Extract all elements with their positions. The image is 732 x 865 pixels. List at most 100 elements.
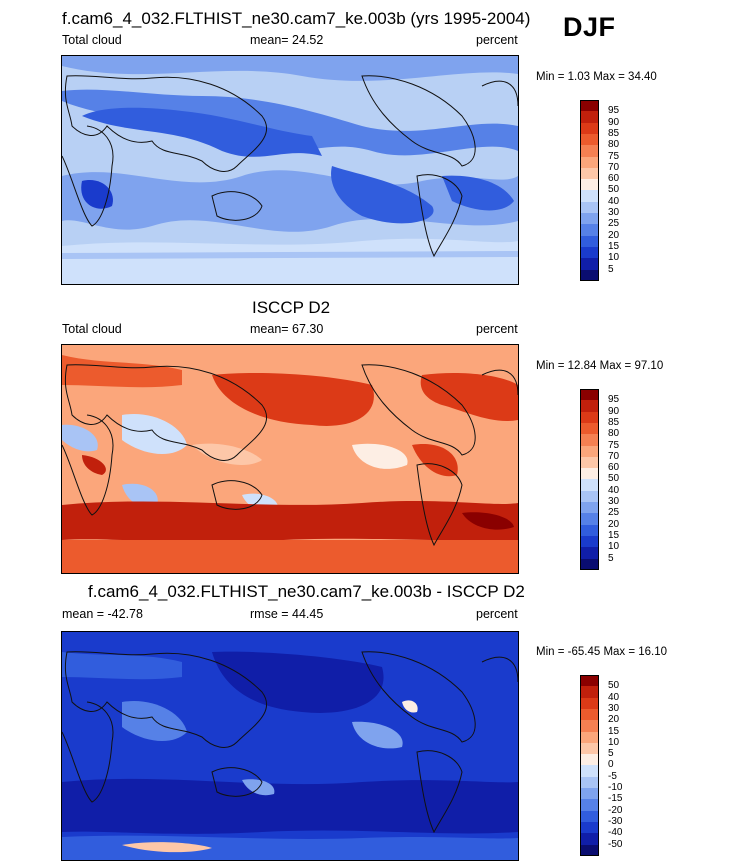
colorbar-swatch bbox=[580, 765, 599, 778]
panel2-band-southern bbox=[62, 501, 518, 543]
panel3-blob-nam bbox=[402, 700, 418, 713]
panel2-blob-safrica bbox=[122, 483, 158, 507]
panel3-band-arctic bbox=[62, 652, 182, 680]
colorbar-tick-label: 60 bbox=[608, 173, 620, 185]
colorbar-tick-label: -5 bbox=[608, 770, 617, 782]
panel1-blob-pacific bbox=[331, 166, 434, 224]
season-label: DJF bbox=[563, 12, 616, 42]
colorbar-tick-label: 20 bbox=[608, 229, 620, 241]
panel1-blob-africa bbox=[81, 180, 113, 209]
panel3-colorbar: 50 40 30 20 15 10 5 0 -5 -10 -15 -20 -30 -40 -50 bbox=[580, 675, 640, 857]
colorbar-tick-label: 90 bbox=[608, 405, 620, 417]
colorbar-tick-label: -10 bbox=[608, 782, 623, 793]
colorbar-swatch bbox=[580, 422, 599, 435]
colorbar-swatch bbox=[580, 675, 599, 687]
panel2-blob-sahara bbox=[122, 414, 187, 455]
colorbar-tick-label: 20 bbox=[608, 518, 620, 530]
panel3-rmse-label: rmse = 44.45 bbox=[250, 607, 324, 621]
panel3-band-antarctic bbox=[62, 835, 518, 860]
panel3-units-label: percent bbox=[476, 607, 518, 621]
panel2-title: ISCCP D2 bbox=[252, 298, 331, 317]
colorbar-swatch bbox=[580, 479, 599, 492]
panel3-band-southern bbox=[62, 778, 518, 834]
panel1-left-label: Total cloud bbox=[62, 33, 122, 47]
panel3-left-label: mean = -42.78 bbox=[62, 607, 143, 621]
panel1-coastlines bbox=[62, 75, 518, 258]
panel1-colorbar: 95 90 85 80 75 70 60 50 40 30 25 20 15 10 5 bbox=[580, 100, 640, 282]
colorbar-tick-label: 5 bbox=[608, 552, 614, 564]
colorbar-tick-label: -50 bbox=[608, 838, 623, 850]
panel3-blob-antarctic-pos bbox=[122, 842, 212, 853]
colorbar-swatch bbox=[580, 720, 599, 732]
colorbar-tick-label: 25 bbox=[608, 507, 620, 519]
panel1-field bbox=[62, 56, 518, 284]
panel2-blob-epac bbox=[352, 443, 408, 469]
panel3-coastlines bbox=[62, 651, 518, 834]
panel1-band-south-edge bbox=[62, 251, 518, 259]
colorbar-swatch bbox=[580, 445, 599, 458]
panel2-minmax: Min = 12.84 Max = 97.10 bbox=[536, 360, 664, 372]
colorbar-swatch bbox=[580, 754, 599, 766]
colorbar-swatch bbox=[580, 799, 599, 812]
colorbar-swatch bbox=[580, 179, 599, 191]
panel2-blob-southern-max bbox=[462, 512, 514, 530]
panel3-blob-npacific bbox=[212, 651, 384, 713]
colorbar-swatch bbox=[580, 258, 599, 270]
colorbar-swatch bbox=[580, 389, 599, 401]
colorbar-swatch bbox=[580, 167, 599, 180]
colorbar-swatch bbox=[580, 821, 599, 834]
colorbar-tick-label: 10 bbox=[608, 541, 620, 553]
colorbar-tick-label: 80 bbox=[608, 428, 620, 440]
panel3-blob-epac bbox=[352, 721, 403, 749]
colorbar-tick-label: 10 bbox=[608, 252, 620, 264]
panel3-field bbox=[62, 632, 518, 860]
panel1-band-north bbox=[62, 56, 518, 81]
colorbar-swatch bbox=[580, 547, 599, 559]
colorbar-swatch bbox=[580, 502, 599, 514]
panel3-blob-sahara bbox=[122, 701, 187, 742]
colorbar-tick-label: 50 bbox=[608, 680, 620, 692]
colorbar-tick-label: 50 bbox=[608, 184, 620, 196]
colorbar-swatch bbox=[580, 535, 599, 548]
panel2-band-antarctic bbox=[62, 540, 518, 573]
colorbar-swatch bbox=[580, 269, 599, 282]
colorbar-tick-label: 85 bbox=[608, 416, 620, 428]
panel1-band-south bbox=[62, 238, 518, 284]
colorbar-swatch bbox=[580, 133, 599, 146]
colorbar-tick-label: 85 bbox=[608, 127, 620, 139]
colorbar-swatch bbox=[580, 100, 599, 112]
colorbar-swatch bbox=[580, 844, 599, 857]
colorbar-tick-label: -30 bbox=[608, 815, 623, 827]
colorbar-swatch bbox=[580, 201, 599, 214]
colorbar-tick-label: 15 bbox=[608, 725, 620, 737]
colorbar-tick-label: 20 bbox=[608, 714, 620, 726]
panel3-minmax: Min = -65.45 Max = 16.10 bbox=[536, 646, 668, 658]
colorbar-tick-label: 40 bbox=[608, 484, 620, 496]
panel2-colorbar: 95 90 85 80 75 70 60 50 40 30 25 20 15 10 5 bbox=[580, 389, 640, 571]
panel2-blob-wpac bbox=[192, 443, 262, 465]
colorbar-swatch bbox=[580, 788, 599, 800]
colorbar-tick-label: 70 bbox=[608, 161, 620, 173]
colorbar-tick-label: 60 bbox=[608, 462, 620, 474]
colorbar-tick-label: 25 bbox=[608, 218, 620, 230]
colorbar-tick-label: 10 bbox=[608, 736, 620, 748]
colorbar-swatch bbox=[580, 686, 599, 699]
panel2-blob-west bbox=[62, 424, 98, 452]
colorbar-swatch bbox=[580, 456, 599, 469]
colorbar-tick-label: 30 bbox=[608, 496, 620, 507]
panel2-mean-label: mean= 67.30 bbox=[250, 322, 324, 336]
colorbar-swatch bbox=[580, 468, 599, 480]
colorbar-tick-label: 5 bbox=[608, 263, 614, 275]
panel2-map bbox=[61, 344, 519, 574]
colorbar-tick-label: -40 bbox=[608, 827, 623, 839]
colorbar-swatch bbox=[580, 224, 599, 237]
panel1-mean-label: mean= 24.52 bbox=[250, 33, 324, 47]
panel1-band-asia bbox=[82, 107, 322, 157]
colorbar-tick-label: 80 bbox=[608, 139, 620, 151]
colorbar-tick-label: 30 bbox=[608, 207, 620, 218]
panel2-band-arctic bbox=[62, 355, 182, 388]
colorbar-tick-label: 75 bbox=[608, 150, 620, 162]
colorbar-swatch bbox=[580, 524, 599, 537]
panel1-map bbox=[61, 55, 519, 285]
panel2-left-label: Total cloud bbox=[62, 322, 122, 336]
